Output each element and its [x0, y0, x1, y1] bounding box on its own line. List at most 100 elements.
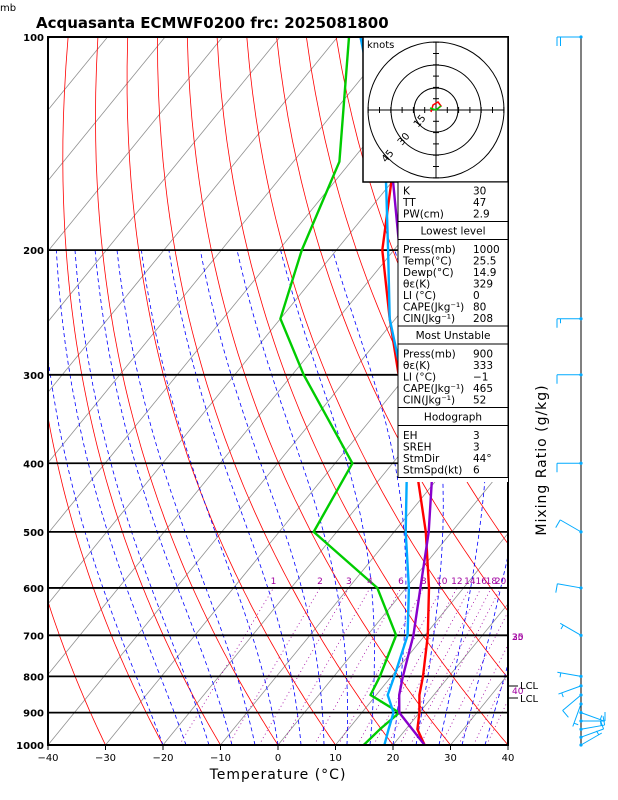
wind-barb — [562, 693, 583, 718]
mixing-ratio-line — [281, 587, 371, 745]
wind-barb — [559, 622, 583, 637]
moist-adiabat — [280, 250, 375, 745]
mixing-ratio-line — [410, 587, 492, 745]
lcl-label-2: LCL — [520, 694, 539, 705]
temperature-profile — [381, 37, 437, 745]
param-label: LI (°C) — [403, 372, 436, 384]
param-label: CIN(Jkg⁻¹) — [403, 313, 455, 325]
pressure-axis-ticks: 100 200 300 400 500 600 700 800 900 1000 — [16, 33, 44, 752]
param-value: 52 — [473, 395, 486, 407]
param-value: 329 — [473, 279, 493, 291]
isotherm — [48, 37, 223, 252]
param-value: 2.9 — [473, 209, 490, 221]
param-label: SREH — [403, 442, 432, 454]
mixing-ratio-label: 2 — [317, 577, 323, 587]
param-label: θε(K) — [403, 279, 430, 291]
x-tick-label: 0 — [275, 753, 281, 764]
mixing-ratio-label: 16 — [476, 577, 488, 587]
pressure-tick-label: 600 — [23, 584, 44, 595]
x-tick-label: −40 — [37, 753, 58, 764]
mixing-ratio-label: 10 — [436, 577, 448, 587]
section-title: Hodograph — [424, 412, 482, 424]
param-value: 6 — [473, 465, 480, 477]
x-tick-label: −10 — [210, 753, 231, 764]
isotherm — [48, 37, 281, 323]
dry-adiabat — [604, 37, 618, 760]
pressure-tick-label: 300 — [23, 371, 44, 382]
x-axis-label: Temperature (°C) — [209, 767, 347, 783]
param-label: StmSpd(kt) — [403, 465, 462, 477]
dry-adiabat — [306, 37, 508, 545]
isotherm — [48, 37, 108, 111]
mixing-ratio-line — [399, 587, 482, 745]
dry-adiabat — [48, 600, 106, 745]
x-tick-label: −20 — [152, 753, 173, 764]
mixing-ratio-label: 3 — [346, 577, 352, 587]
param-label: EH — [403, 430, 418, 442]
wind-barb — [557, 671, 583, 678]
param-value: 3 — [473, 430, 480, 442]
moist-adiabat — [484, 662, 508, 745]
pressure-tick-label: 500 — [23, 528, 44, 539]
dry-adiabat — [246, 37, 508, 679]
wind-barb — [579, 720, 605, 739]
param-label: CAPE(Jkg⁻¹) — [403, 383, 464, 395]
param-value: −1 — [473, 372, 488, 384]
param-value: 0 — [473, 290, 480, 302]
moist-adiabat — [236, 250, 348, 745]
moist-adiabat — [141, 250, 279, 745]
param-value: 30 — [473, 186, 486, 198]
param-value: 25.5 — [473, 256, 496, 268]
param-value: 1000 — [473, 244, 500, 256]
isotherm — [277, 462, 508, 745]
dry-adiabat — [216, 37, 508, 745]
x-axis-ticks: −40 −30 −20 −10 0 10 20 30 40 — [37, 745, 514, 764]
pressure-tick-label: 400 — [23, 459, 44, 470]
mixing-ratio-label: 8 — [421, 577, 427, 587]
param-value: 44° — [473, 453, 492, 465]
pressure-unit-label: mb — [0, 3, 16, 14]
param-label: Press(mb) — [403, 244, 456, 256]
param-value: 47 — [473, 197, 486, 209]
mixing-ratio-axis-label: Mixing Ratio (g/kg) — [534, 384, 550, 535]
wind-profile — [555, 35, 606, 747]
mixing-ratio-label: 40 — [512, 687, 524, 697]
mixing-ratio-line — [228, 587, 321, 745]
mixing-ratio-line — [338, 587, 425, 745]
param-label: CAPE(Jkg⁻¹) — [403, 302, 464, 314]
section-title: Most Unstable — [416, 330, 491, 342]
isotherm — [48, 37, 453, 534]
mixing-ratio-line — [313, 587, 402, 745]
mixing-ratio-line — [473, 673, 508, 745]
param-label: CIN(Jkg⁻¹) — [403, 395, 455, 407]
moist-adiabat — [48, 355, 164, 745]
mixing-ratio-label: 6 — [398, 577, 404, 587]
hodograph-unit: knots — [367, 40, 394, 51]
x-tick-label: 10 — [329, 753, 342, 764]
isotherm — [507, 744, 508, 745]
mixing-ratio-line — [373, 587, 458, 745]
mixing-ratio-line — [486, 699, 508, 745]
wind-barb — [555, 519, 583, 534]
wind-barb — [555, 583, 583, 593]
dewpoint-profile — [279, 37, 401, 745]
isotherm — [48, 37, 396, 464]
pressure-tick-label: 100 — [23, 33, 44, 44]
pressure-tick-label: 900 — [23, 709, 44, 720]
chart-title: Acquasanta ECMWF0200 frc: 2025081800 — [36, 14, 389, 32]
mixing-ratio-label: 18 — [486, 577, 498, 587]
mixing-ratio-line — [458, 643, 508, 745]
dry-adiabat — [515, 37, 618, 760]
mixing-ratio-line — [258, 587, 350, 745]
param-value: 14.9 — [473, 267, 496, 279]
background-lines — [48, 37, 618, 760]
lcl-label-1: LCL — [520, 681, 539, 692]
param-label: PW(cm) — [403, 209, 444, 221]
pressure-tick-label: 800 — [23, 672, 44, 683]
mixing-ratio-label: 35 — [512, 633, 523, 643]
isotherm — [392, 603, 508, 745]
dry-adiabat — [157, 37, 394, 745]
wind-barb — [556, 461, 583, 473]
param-label: LI (°C) — [403, 290, 436, 302]
